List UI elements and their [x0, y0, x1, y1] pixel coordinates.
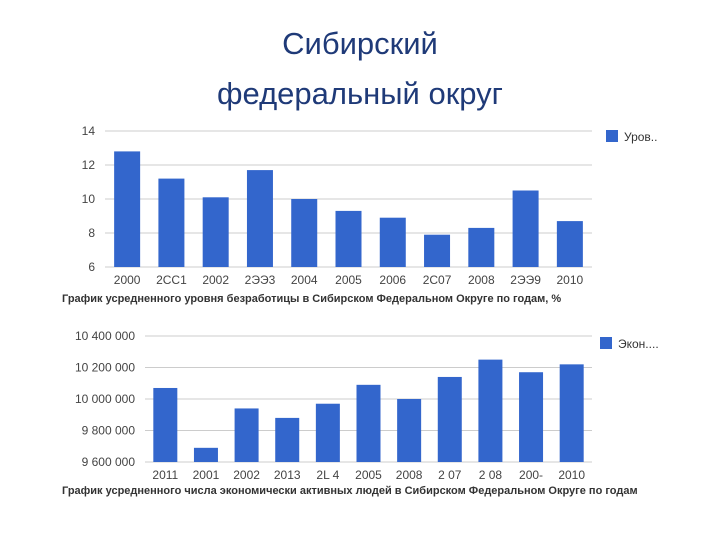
unemployment-x-tick-label: 2006 [379, 273, 406, 287]
unemployment-x-tick-label: 2004 [291, 273, 318, 287]
unemployment-bar [202, 197, 229, 267]
active-y-tick-label: 10 000 000 [75, 392, 135, 406]
active-x-tick-label: 2 08 [479, 468, 503, 482]
unemployment-bar [468, 227, 495, 267]
unemployment-bar [512, 190, 539, 267]
active-bar [275, 417, 300, 462]
active-bar [519, 372, 544, 462]
active-bar [356, 384, 381, 462]
active-bar [153, 387, 178, 462]
economically-active-chart-caption: График усредненного числа экономически а… [62, 485, 638, 497]
page-title-line-2: федеральный округ [217, 76, 503, 111]
unemployment-x-tick-label: 2000 [114, 273, 141, 287]
active-y-tick-label: 10 200 000 [75, 361, 135, 375]
active-x-tick-label: 2 07 [438, 468, 462, 482]
unemployment-y-tick-label: 14 [82, 124, 96, 138]
active-y-tick-label: 9 800 000 [82, 424, 136, 438]
unemployment-y-tick-label: 6 [88, 260, 95, 274]
active-x-tick-label: 2010 [558, 468, 585, 482]
active-y-tick-label: 9 600 000 [82, 455, 136, 469]
unemployment-y-tick-label: 10 [82, 192, 96, 206]
unemployment-x-tick-label: 2CC1 [156, 273, 187, 287]
unemployment-bar [158, 178, 185, 267]
active-bar [559, 364, 584, 462]
unemployment-bar [424, 234, 451, 267]
active-legend-label: Экон.... [618, 337, 659, 351]
unemployment-x-tick-label: 2ЭЭ3 [245, 273, 276, 287]
unemployment-bar [114, 151, 141, 267]
unemployment-x-tick-label: 2002 [202, 273, 229, 287]
unemployment-x-tick-label: 2008 [468, 273, 495, 287]
active-bar [315, 403, 340, 462]
unemployment-bar [379, 217, 406, 267]
active-legend-swatch [600, 337, 612, 349]
unemployment-y-tick-label: 12 [82, 158, 96, 172]
unemployment-legend-label: Уров.. [624, 130, 657, 144]
active-bar [193, 447, 218, 462]
active-bar [478, 359, 503, 462]
active-y-tick-label: 10 400 000 [75, 329, 135, 343]
unemployment-y-tick-label: 8 [88, 226, 95, 240]
unemployment-x-tick-label: 2010 [557, 273, 584, 287]
active-x-tick-label: 2001 [193, 468, 220, 482]
active-bar [437, 376, 462, 462]
unemployment-x-tick-label: 2005 [335, 273, 362, 287]
active-x-tick-label: 2013 [274, 468, 301, 482]
unemployment-chart-caption: График усредненного уровня безработицы в… [62, 293, 562, 305]
unemployment-legend-swatch [606, 130, 618, 142]
unemployment-bar-chart: 14 12 10 8 6 2000 2CC1 2002 2ЭЭ3 2004 2005 2006 2C07… [82, 124, 658, 287]
page-title-line-1: Сибирский [282, 26, 438, 61]
active-x-tick-label: 2005 [355, 468, 382, 482]
unemployment-bar [291, 199, 318, 267]
unemployment-bar [335, 210, 362, 267]
active-x-tick-label: 2008 [396, 468, 423, 482]
active-bar [397, 399, 422, 462]
unemployment-x-tick-label: 2ЭЭ9 [510, 273, 541, 287]
unemployment-x-tick-label: 2C07 [423, 273, 452, 287]
active-x-tick-label: 2002 [233, 468, 260, 482]
economically-active-bar-chart: 10 400 000 10 200 000 10 000 000 9 800 000 9… [75, 329, 659, 482]
unemployment-bar [556, 221, 583, 267]
active-bar [234, 408, 259, 462]
active-x-tick-label: 2L 4 [316, 468, 339, 482]
active-x-tick-label: 200- [519, 468, 543, 482]
active-x-tick-label: 2011 [152, 468, 178, 482]
unemployment-bar [246, 170, 273, 267]
